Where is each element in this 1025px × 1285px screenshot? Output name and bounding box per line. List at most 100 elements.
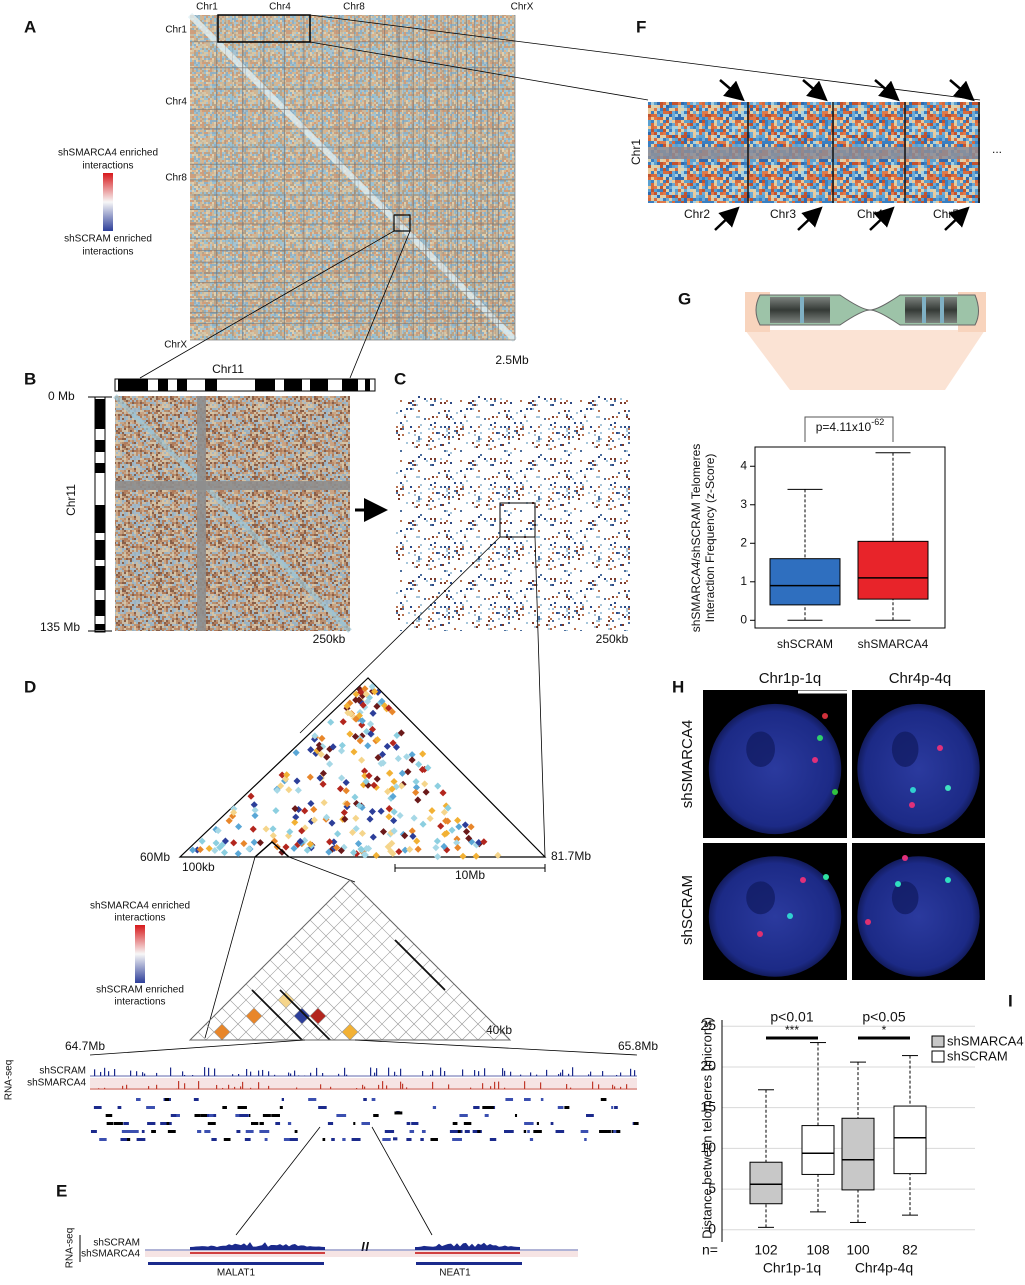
signal bbox=[322, 1073, 323, 1076]
connector bbox=[90, 1040, 305, 1055]
signal bbox=[432, 1082, 433, 1089]
scalebar-label: 10Mb bbox=[455, 868, 485, 882]
arrow bbox=[715, 210, 736, 230]
signal bbox=[182, 1071, 183, 1076]
fish-spot bbox=[895, 881, 901, 887]
contact bbox=[294, 1008, 310, 1024]
signal bbox=[520, 1075, 521, 1076]
signal bbox=[262, 1070, 263, 1076]
signal bbox=[142, 1072, 143, 1076]
gene bbox=[485, 1114, 489, 1117]
gene bbox=[275, 1114, 280, 1117]
legend-text: shSMARCA4 enriched bbox=[58, 148, 158, 159]
signal bbox=[130, 1071, 131, 1076]
signal bbox=[170, 1068, 171, 1076]
x-tick-label: Chr4p-4q bbox=[855, 1260, 913, 1276]
signal bbox=[400, 1069, 401, 1076]
y-axis-label: shSMARCA4/shSCRAM Telomeres bbox=[689, 444, 703, 633]
band bbox=[118, 379, 148, 391]
fish-spot bbox=[787, 913, 793, 919]
signal bbox=[310, 1073, 311, 1076]
gene bbox=[222, 1106, 227, 1109]
signal bbox=[122, 1086, 123, 1089]
row-label: Chr8 bbox=[165, 173, 187, 184]
signal bbox=[524, 1081, 525, 1089]
band bbox=[205, 379, 217, 391]
signal bbox=[356, 1088, 357, 1089]
gene bbox=[453, 1122, 458, 1125]
gene bbox=[142, 1130, 145, 1133]
connector bbox=[205, 857, 255, 1038]
y-axis-label: Distance between telomeres (microns) bbox=[699, 1017, 714, 1239]
gene bbox=[318, 1106, 327, 1109]
signal bbox=[382, 1081, 383, 1089]
fish-spot bbox=[902, 855, 908, 861]
signal bbox=[294, 1071, 295, 1076]
fish-spot bbox=[832, 789, 838, 795]
gene bbox=[295, 1130, 298, 1133]
gene bbox=[464, 1122, 471, 1125]
gene bbox=[504, 1130, 514, 1133]
signal bbox=[590, 1072, 591, 1076]
fish-spot bbox=[817, 735, 823, 741]
signal bbox=[616, 1075, 617, 1076]
connector bbox=[236, 1127, 320, 1235]
signal bbox=[470, 1088, 471, 1089]
signal bbox=[148, 1086, 149, 1089]
signal bbox=[100, 1072, 101, 1076]
axis-start: 60Mb bbox=[140, 850, 170, 864]
signal bbox=[504, 1088, 505, 1089]
gene bbox=[490, 1138, 496, 1141]
track-label: shSMARCA4 bbox=[27, 1078, 86, 1089]
fish-spot bbox=[800, 877, 806, 883]
band bbox=[95, 399, 105, 429]
gene bbox=[505, 1098, 513, 1101]
gene bbox=[323, 1138, 326, 1141]
signal bbox=[362, 1085, 363, 1089]
fish-spot bbox=[910, 787, 916, 793]
legend-text: shSCRAM enriched bbox=[64, 234, 152, 245]
col-label: Chr1 bbox=[196, 2, 218, 13]
signal bbox=[268, 1086, 269, 1089]
signal bbox=[634, 1070, 635, 1076]
gene bbox=[114, 1122, 123, 1125]
gene bbox=[129, 1130, 138, 1133]
gene bbox=[584, 1138, 586, 1141]
gene bbox=[581, 1130, 589, 1133]
signal bbox=[504, 1071, 505, 1076]
gene bbox=[382, 1138, 390, 1141]
signal bbox=[462, 1069, 463, 1076]
band bbox=[95, 624, 105, 630]
gene bbox=[373, 1114, 378, 1117]
signal bbox=[144, 1074, 145, 1076]
row-label: ChrX bbox=[164, 340, 187, 351]
legend-text: interactions bbox=[82, 247, 133, 258]
band bbox=[95, 566, 105, 590]
signal bbox=[432, 1070, 433, 1076]
gene bbox=[94, 1106, 102, 1109]
signal bbox=[346, 1075, 347, 1076]
fish-spot bbox=[757, 931, 763, 937]
arrow bbox=[950, 80, 971, 98]
signal bbox=[415, 1252, 520, 1254]
band bbox=[365, 379, 370, 391]
gene bbox=[353, 1122, 355, 1125]
connector bbox=[355, 1040, 637, 1055]
gene bbox=[459, 1114, 467, 1117]
gene bbox=[107, 1122, 114, 1125]
gene bbox=[259, 1130, 269, 1133]
band bbox=[342, 379, 358, 391]
gene bbox=[527, 1130, 530, 1133]
signal bbox=[588, 1074, 589, 1076]
box bbox=[894, 1106, 926, 1174]
gene bbox=[556, 1130, 565, 1133]
signal bbox=[268, 1071, 269, 1076]
gene bbox=[363, 1098, 367, 1101]
signal bbox=[536, 1075, 537, 1076]
nucleolus bbox=[746, 881, 775, 914]
signal bbox=[620, 1087, 621, 1089]
signal bbox=[612, 1085, 613, 1089]
gene bbox=[524, 1122, 533, 1125]
gene bbox=[120, 1138, 128, 1141]
gene bbox=[465, 1130, 470, 1133]
